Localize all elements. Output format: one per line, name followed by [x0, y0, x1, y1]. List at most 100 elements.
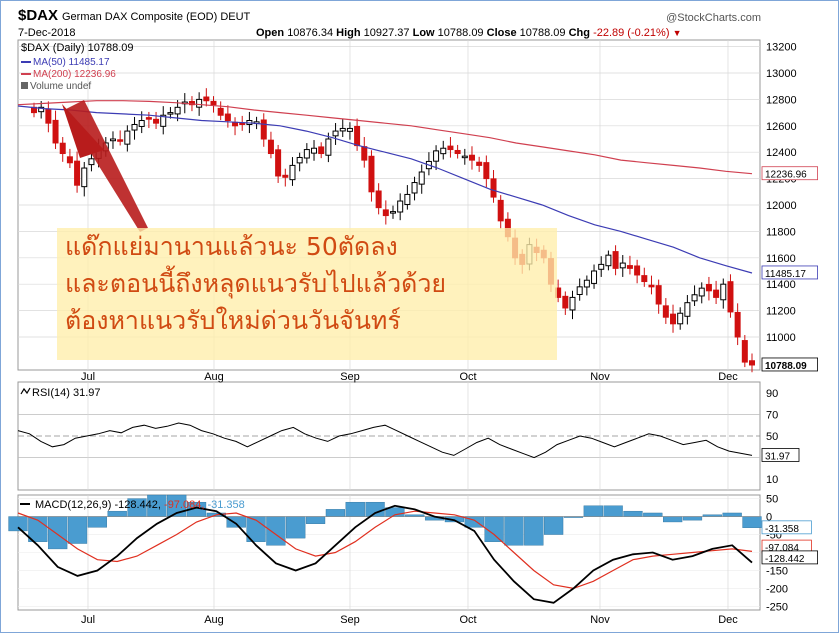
price-y-tick-label: 12000	[766, 200, 797, 212]
rsi-title-text: RSI(14) 31.97	[32, 387, 100, 399]
candle-body	[569, 296, 576, 311]
macd-histogram-bar	[623, 510, 643, 517]
x-tick-label: Jul	[81, 371, 95, 383]
macd-histogram-bar	[8, 516, 28, 532]
macd-histogram-bar	[663, 516, 683, 523]
company-name-text: German DAX Composite (EOD)	[62, 11, 218, 23]
candle-body	[741, 340, 748, 363]
candle-body	[397, 200, 404, 213]
candle-body	[612, 251, 619, 269]
candle-body	[109, 138, 116, 142]
rsi-title: RSI(14) 31.97	[20, 387, 100, 399]
candle-body	[124, 130, 131, 145]
candle-body	[670, 313, 677, 325]
candle-body	[311, 147, 318, 154]
watermark[interactable]: @StockCharts.com	[666, 12, 761, 24]
x-tick-label-bottom: Jul	[81, 614, 95, 626]
close-value: 10788.09	[519, 27, 566, 39]
macd-hist-value-tag-box	[761, 520, 812, 535]
candle-body	[691, 294, 698, 302]
price-y-tick-label: 11600	[766, 253, 796, 265]
macd-value-tag-box	[761, 550, 818, 565]
ohlc-readout: Open 10876.34 High 10927.37 Low 10788.09…	[256, 27, 681, 39]
macd-value-tag: -128.442	[765, 554, 805, 565]
price-y-tick-label: 11200	[766, 306, 796, 318]
candle-body	[138, 120, 145, 127]
macd-hist-value-tag: -31.358	[765, 524, 799, 535]
macd-histogram-bar	[107, 510, 127, 517]
annotation-line-3: ต้องหาแนวรับใหม่ด่วนวันจันทร์	[65, 306, 401, 335]
candle-body	[260, 119, 267, 140]
macd-histogram-bar	[365, 501, 385, 517]
candle-body	[160, 114, 167, 127]
candle-body	[705, 283, 712, 292]
candle-body	[720, 283, 727, 301]
price-y-tick-label: 12600	[766, 121, 797, 133]
macd-histogram-bar	[325, 509, 346, 517]
candle-body	[713, 289, 720, 298]
x-tick-label: Nov	[590, 371, 610, 383]
candle-body	[66, 156, 73, 164]
candle-body	[619, 262, 626, 269]
candle-body	[275, 149, 282, 177]
candle-body	[289, 164, 296, 181]
rsi-panel: 907050301031.97	[17, 381, 800, 491]
last-price-tag-box	[761, 357, 818, 372]
candle-body	[361, 146, 368, 161]
macd-title: MACD(12,26,9) -128.442, -97.084, -31.358	[20, 499, 245, 511]
candle-body	[483, 162, 490, 180]
candle-body	[468, 154, 475, 161]
x-tick-label: Oct	[459, 371, 476, 383]
macd-histogram-bar	[48, 516, 68, 550]
rsi-value-tag: 31.97	[765, 451, 790, 462]
candle-body	[382, 209, 389, 217]
candle-body	[217, 107, 224, 116]
candle-body	[626, 265, 633, 269]
price-y-tick-label: 11800	[766, 226, 796, 238]
annotation-box: แด๊กแย่มานานแล้วนะ 50ตัดลง และตอนนี้ถึงห…	[57, 228, 557, 360]
candle-body	[605, 254, 612, 267]
candle-body	[74, 160, 81, 186]
macd-histogram-bar	[286, 516, 306, 539]
symbol-title[interactable]: $DAX	[18, 7, 59, 24]
price-y-tick-label: 13000	[766, 68, 797, 80]
macd-line	[17, 504, 753, 604]
chart-date: 7-Dec-2018	[18, 27, 76, 39]
open-label: Open	[256, 27, 285, 39]
annotation-arrow-head	[62, 104, 104, 158]
candle-body	[52, 119, 59, 144]
rsi-value-tag-box	[761, 448, 800, 462]
x-tick-label: Sep	[340, 371, 360, 383]
x-tick-label-bottom: Dec	[718, 614, 738, 626]
candle-body	[346, 127, 353, 132]
candle-body	[684, 302, 691, 317]
x-tick-label: Aug	[204, 371, 224, 383]
candle-body	[648, 284, 655, 288]
x-tick-label: Dec	[718, 371, 738, 383]
candle-body	[411, 182, 418, 194]
price-y-tick-label: 11400	[766, 279, 796, 291]
candle-body	[224, 113, 231, 122]
ma50-line	[17, 105, 753, 274]
candle-body	[174, 106, 181, 115]
candle-body	[282, 174, 289, 178]
macd-y-tick-label: -150	[766, 565, 788, 577]
rsi-y-tick-label: 10	[766, 474, 778, 486]
macd-histogram-bar	[603, 505, 623, 517]
candle-body	[461, 155, 468, 159]
candle-body	[598, 263, 605, 270]
macd-histogram-bar	[742, 516, 762, 528]
candle-body	[188, 101, 195, 106]
candle-body	[562, 295, 569, 309]
macd-histogram-bar	[722, 512, 742, 517]
candle-body	[81, 167, 88, 188]
candle-body	[390, 211, 396, 214]
candle-body	[641, 275, 648, 283]
macd-signal-value-tag: -97.084	[765, 543, 799, 554]
candle-body	[267, 139, 274, 155]
macd-panel: 500-50-100-150-200-250-31.358-97.084-128…	[8, 494, 818, 613]
macd-histogram-bar	[67, 516, 88, 544]
macd-histogram-bar	[266, 516, 286, 546]
macd-histogram-bar	[682, 516, 703, 521]
rsi-y-tick-label: 70	[766, 409, 778, 421]
